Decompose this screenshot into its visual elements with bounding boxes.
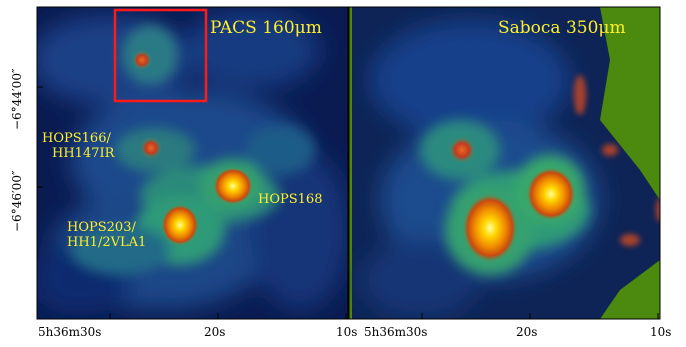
hops203-line1: HOPS203/ <box>67 220 136 235</box>
hops168-label: HOPS168 <box>258 192 323 207</box>
x-tick-left-1: 5h36m30s <box>38 325 102 339</box>
hops166-label: HOPS166/ HH147IR <box>42 131 114 161</box>
highlight-box <box>113 8 208 103</box>
x-tick-right-2: 20s <box>516 325 538 339</box>
tick-marks <box>37 86 659 319</box>
y-tick-label-1: −6°44′00″ <box>10 68 24 130</box>
saboca-panel <box>349 7 660 319</box>
saboca-frame <box>348 6 661 320</box>
hops166-line1: HOPS166/ <box>42 131 111 146</box>
x-tick-right-1: 5h36m30s <box>364 325 428 339</box>
hops166-line2: HH147IR <box>52 146 115 161</box>
y-tick-label-2: −6°46′00″ <box>10 170 24 232</box>
pacs-panel <box>37 7 348 319</box>
hops203-line2: HH1/2VLA1 <box>67 235 147 250</box>
x-tick-right-3: 10s <box>650 325 672 339</box>
x-tick-left-2: 20s <box>204 325 226 339</box>
pacs-frame <box>36 6 349 320</box>
saboca-title: Saboca 350μm <box>498 18 626 38</box>
pacs-title: PACS 160μm <box>210 18 322 38</box>
x-tick-left-3: 10s <box>336 325 358 339</box>
hops203-label: HOPS203/ HH1/2VLA1 <box>67 220 146 250</box>
